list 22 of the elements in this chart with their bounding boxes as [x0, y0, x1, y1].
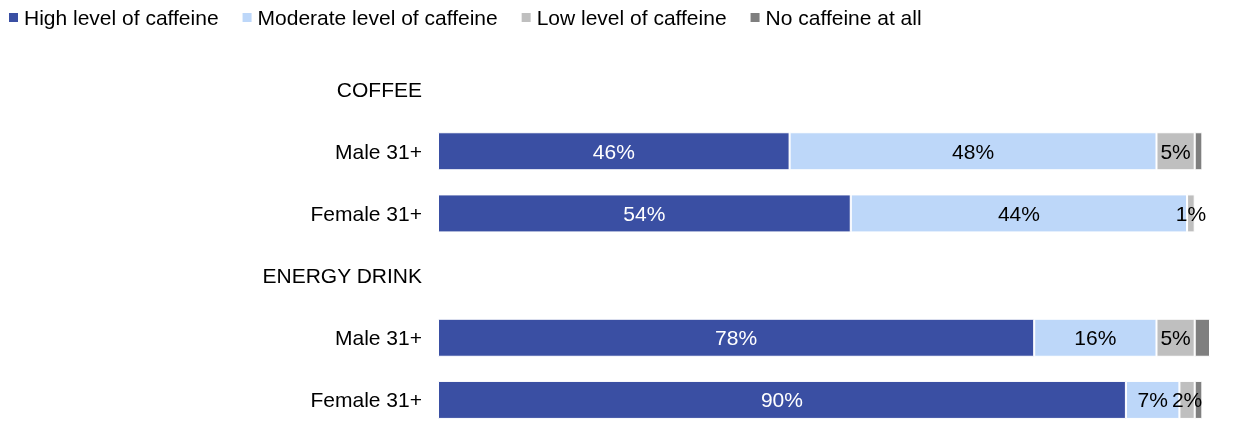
data-label: 1%: [1175, 201, 1207, 225]
y-tick-label: COFFEE: [336, 77, 422, 101]
legend-label: High level of caffeine: [24, 6, 219, 29]
data-label: 2%: [1171, 388, 1203, 412]
legend-label: Low level of caffeine: [536, 6, 727, 29]
y-tick-label: ENERGY DRINK: [262, 264, 422, 288]
data-label: 7%: [1137, 388, 1168, 412]
data-label: 78%: [715, 326, 758, 350]
y-tick-label: Female 31+: [310, 388, 422, 412]
data-label: 46%: [592, 139, 635, 163]
y-tick-label: Female 31+: [310, 201, 422, 225]
legend-label: No caffeine at all: [765, 6, 922, 29]
data-label: 16%: [1074, 326, 1117, 350]
data-label: 48%: [952, 139, 995, 163]
data-label: 5%: [1160, 326, 1191, 350]
y-tick-label: Male 31+: [335, 326, 422, 350]
data-label: 5%: [1160, 139, 1191, 163]
legend-label: Moderate level of caffeine: [257, 6, 498, 29]
y-tick-label: Male 31+: [335, 139, 422, 163]
data-label: 44%: [997, 201, 1040, 225]
data-label: 90%: [760, 388, 803, 412]
data-label: 54%: [623, 201, 666, 225]
